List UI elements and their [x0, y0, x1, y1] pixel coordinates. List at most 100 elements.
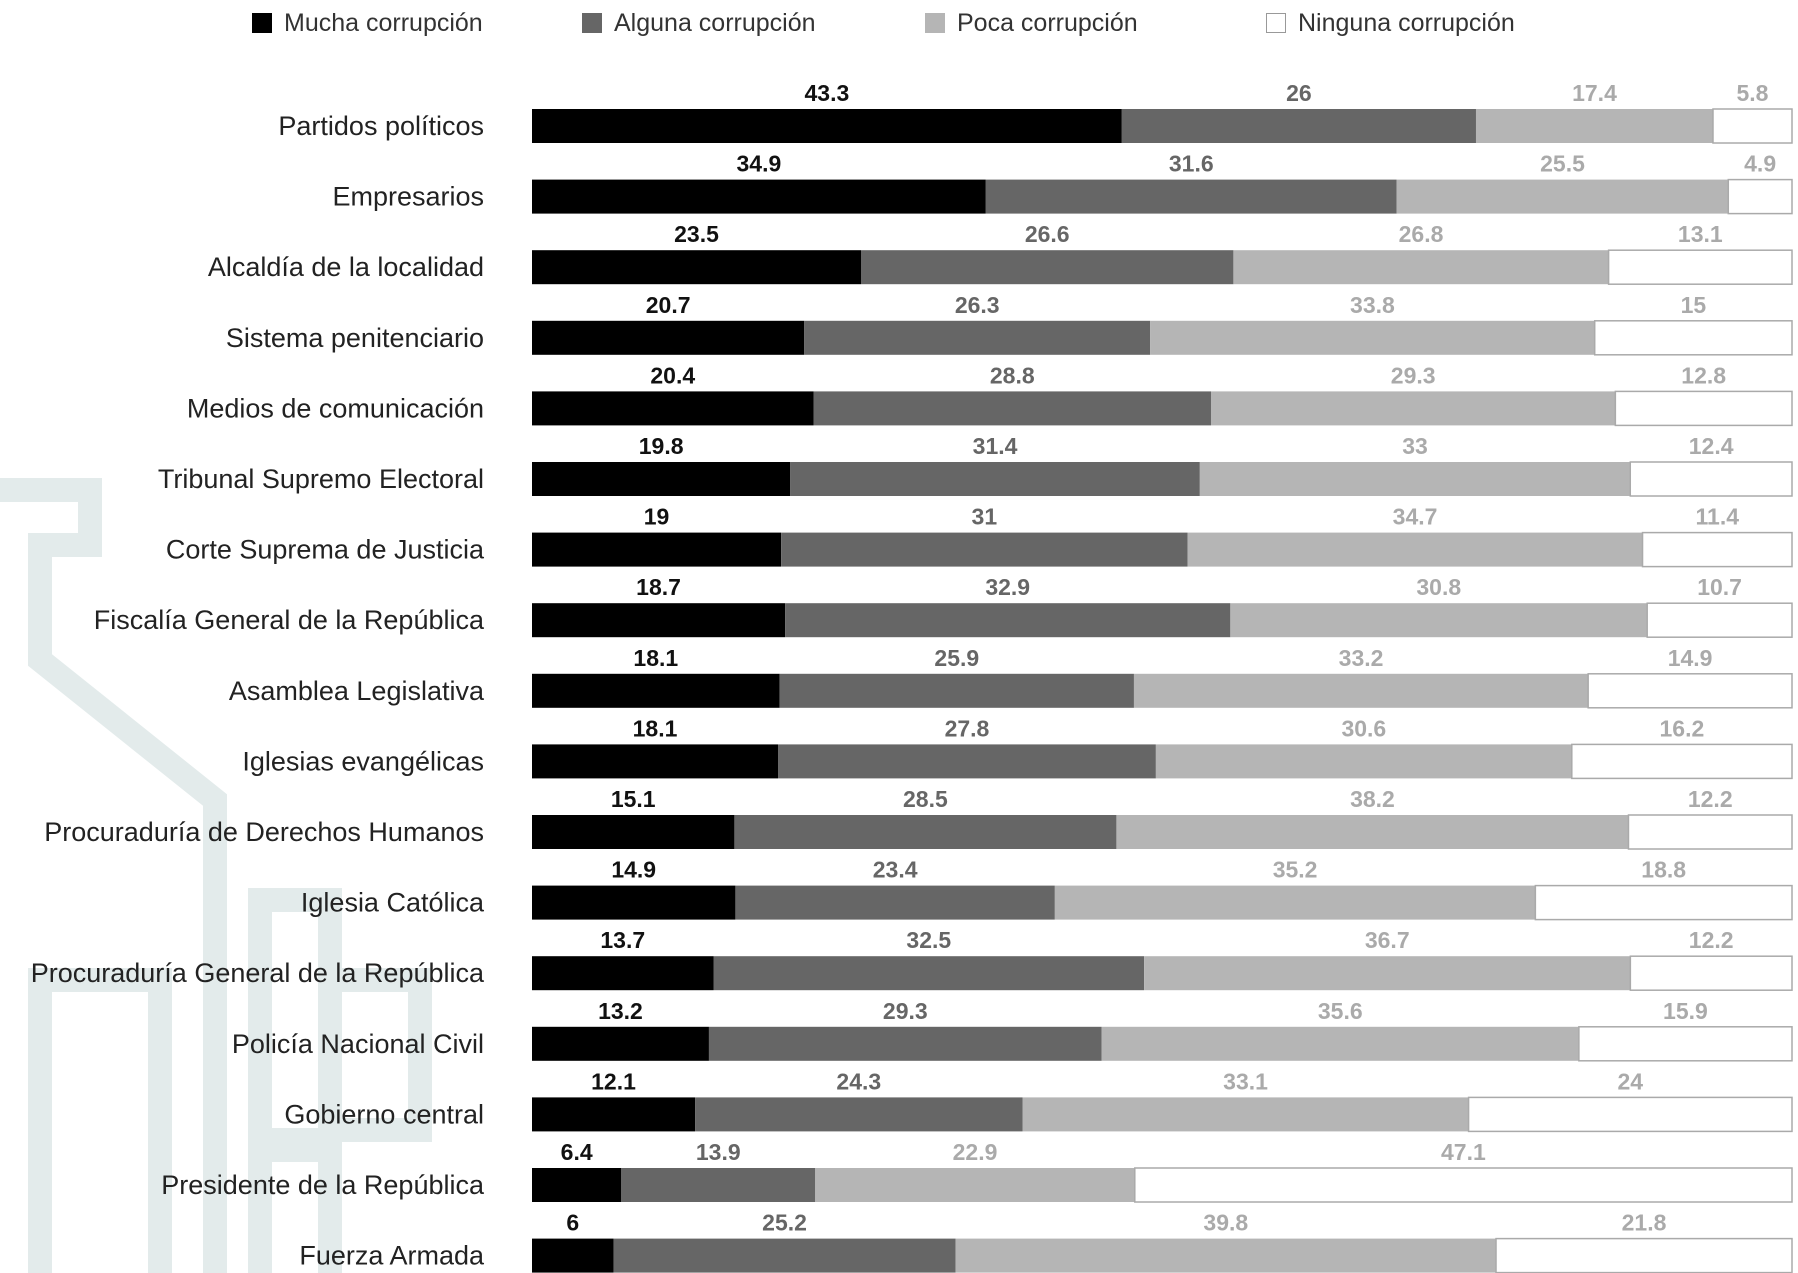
value-label: 36.7 — [1365, 927, 1410, 953]
legend-swatch — [925, 13, 945, 33]
value-label: 15 — [1681, 292, 1707, 318]
bar-segment — [1133, 673, 1589, 708]
value-label: 33.1 — [1223, 1068, 1268, 1094]
bar-row: Policía Nacional Civil 13.2 29.3 35.6 15.9 — [232, 998, 1793, 1062]
bar-row: Empresarios 34.9 31.6 25.5 4.9 — [332, 151, 1793, 215]
bar-segment — [955, 1238, 1497, 1273]
value-label: 5.8 — [1737, 80, 1769, 106]
bar-segment — [532, 179, 986, 214]
value-label: 22.9 — [953, 1139, 998, 1165]
bar-segment — [815, 1168, 1135, 1202]
bar-segment — [1593, 320, 1793, 356]
bar-segment — [532, 391, 814, 426]
legend-item-3: Poca corrupción — [925, 8, 1138, 38]
value-label: 28.5 — [903, 786, 948, 812]
category-label: Corte Suprema de Justicia — [166, 535, 485, 565]
bar-segment — [532, 956, 714, 991]
bar-segment — [1475, 109, 1713, 143]
value-label: 13.9 — [696, 1139, 741, 1165]
category-label: Empresarios — [332, 182, 484, 212]
bar-row: Iglesias evangélicas 18.1 27.8 30.6 16.2 — [242, 715, 1793, 780]
value-label: 25.5 — [1540, 151, 1585, 177]
value-label: 13.1 — [1678, 221, 1723, 247]
bar-segment — [1199, 462, 1631, 496]
value-label: 32.5 — [906, 927, 951, 953]
bar-segment — [1233, 250, 1609, 285]
value-label: 28.8 — [990, 362, 1035, 388]
value-label: 12.2 — [1688, 786, 1733, 812]
bar-segment — [708, 1026, 1102, 1061]
bar-row: Gobierno central 12.1 24.3 33.1 24 — [284, 1068, 1793, 1133]
bar-segment — [532, 673, 780, 708]
bar-segment — [532, 109, 1122, 143]
bar-segment — [1116, 815, 1629, 849]
bar-segment — [779, 673, 1134, 708]
bar-segment — [532, 320, 805, 355]
bar-segment — [1121, 109, 1476, 143]
bar-segment — [785, 603, 1231, 638]
legend-label: Alguna corrupción — [614, 8, 816, 37]
bar-segment — [813, 391, 1211, 426]
bar-row: Corte Suprema de Justicia 19 31 34.7 11.4 — [166, 504, 1793, 568]
value-label: 33.2 — [1339, 645, 1384, 671]
category-label: Partidos políticos — [278, 111, 484, 141]
value-label: 11.4 — [1696, 504, 1740, 530]
value-label: 29.3 — [1391, 362, 1436, 388]
category-label: Alcaldía de la localidad — [208, 252, 484, 282]
value-label: 19 — [644, 504, 670, 530]
value-label: 4.9 — [1744, 151, 1776, 177]
value-label: 21.8 — [1622, 1210, 1667, 1236]
bar-segment — [532, 1026, 709, 1061]
value-label: 15.1 — [611, 786, 656, 812]
value-label: 18.7 — [636, 574, 681, 600]
category-label: Procuraduría de Derechos Humanos — [44, 817, 484, 847]
value-label: 17.4 — [1572, 80, 1617, 106]
bar-segment — [1629, 461, 1793, 497]
value-label: 31.6 — [1169, 151, 1214, 177]
category-label: Fiscalía General de la República — [94, 605, 485, 635]
bar-segment — [1101, 1026, 1579, 1061]
bar-row: Alcaldía de la localidad 23.5 26.6 26.8 13.1 — [208, 221, 1793, 285]
bar-segment — [1629, 955, 1793, 991]
category-label: Policía Nacional Civil — [232, 1029, 484, 1059]
category-label: Gobierno central — [284, 1099, 484, 1129]
bar-segment — [1144, 956, 1631, 991]
bar-segment — [1187, 532, 1643, 567]
value-label: 18.1 — [633, 715, 678, 741]
bar-segment — [621, 1168, 816, 1202]
bar-segment — [1534, 884, 1793, 921]
category-label: Asamblea Legislativa — [229, 676, 485, 706]
legend-item-2: Alguna corrupción — [582, 8, 816, 38]
bar-segment — [613, 1238, 956, 1273]
value-label: 23.4 — [873, 857, 918, 883]
value-label: 18.1 — [633, 645, 678, 671]
value-label: 6 — [566, 1210, 579, 1236]
value-label: 24 — [1617, 1068, 1643, 1094]
legend-item-4: Ninguna corrupción — [1266, 8, 1515, 38]
category-label: Presidente de la República — [161, 1170, 485, 1200]
bar-segment — [790, 462, 1200, 496]
legend: Mucha corrupción Alguna corrupción Poca co… — [0, 0, 1798, 50]
value-label: 24.3 — [836, 1068, 881, 1094]
bar-segment — [713, 956, 1145, 991]
bar-segment — [1134, 1167, 1793, 1203]
bar-segment — [695, 1097, 1023, 1132]
value-label: 6.4 — [561, 1139, 593, 1165]
value-label: 20.7 — [646, 292, 691, 318]
bar-segment — [861, 250, 1234, 285]
bar-segment — [781, 532, 1188, 567]
legend-item-1: Mucha corrupción — [252, 8, 483, 38]
bar-segment — [985, 179, 1397, 214]
value-label: 12.2 — [1689, 927, 1734, 953]
bar-segment — [532, 1238, 614, 1273]
value-label: 30.8 — [1416, 574, 1461, 600]
value-label: 35.2 — [1273, 857, 1318, 883]
legend-swatch — [582, 13, 602, 33]
bar-segment — [1495, 1237, 1793, 1273]
value-label: 25.2 — [762, 1210, 807, 1236]
value-label: 47.1 — [1441, 1139, 1486, 1165]
category-label: Tribunal Supremo Electoral — [158, 464, 484, 494]
value-label: 30.6 — [1341, 715, 1386, 741]
legend-label: Poca corrupción — [957, 8, 1138, 37]
value-label: 12.8 — [1681, 362, 1726, 388]
